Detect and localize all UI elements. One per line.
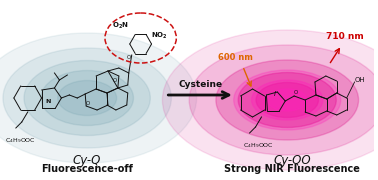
Text: Cy-Q: Cy-Q bbox=[73, 154, 101, 167]
Text: I: I bbox=[274, 91, 276, 97]
Text: $\mathregular{C_4H_9OOC}$: $\mathregular{C_4H_9OOC}$ bbox=[5, 136, 36, 145]
Ellipse shape bbox=[189, 45, 378, 155]
Ellipse shape bbox=[252, 80, 323, 120]
Text: $\mathregular{O_2N}$: $\mathregular{O_2N}$ bbox=[112, 21, 129, 31]
Text: 710 nm: 710 nm bbox=[326, 31, 364, 40]
Text: OH: OH bbox=[355, 77, 365, 83]
Ellipse shape bbox=[163, 30, 378, 170]
Ellipse shape bbox=[216, 60, 359, 140]
Text: N: N bbox=[46, 98, 51, 104]
Text: 600 nm: 600 nm bbox=[218, 53, 253, 62]
Text: $\mathregular{C_4H_9OOC}$: $\mathregular{C_4H_9OOC}$ bbox=[243, 141, 274, 150]
Text: O: O bbox=[113, 78, 117, 82]
Ellipse shape bbox=[41, 71, 133, 125]
Text: O: O bbox=[294, 89, 298, 94]
Text: Cy-QO: Cy-QO bbox=[273, 154, 311, 167]
Text: $\mathregular{NO_2}$: $\mathregular{NO_2}$ bbox=[151, 31, 168, 41]
Text: O: O bbox=[127, 55, 131, 60]
Text: Fluorescence-off: Fluorescence-off bbox=[41, 164, 133, 174]
Ellipse shape bbox=[0, 33, 197, 163]
Ellipse shape bbox=[256, 82, 318, 118]
Ellipse shape bbox=[3, 48, 171, 148]
Ellipse shape bbox=[58, 80, 117, 116]
Text: O: O bbox=[86, 100, 90, 105]
Ellipse shape bbox=[234, 70, 341, 130]
Ellipse shape bbox=[24, 60, 150, 136]
Ellipse shape bbox=[238, 73, 336, 127]
Text: Strong NIR Fluorescence: Strong NIR Fluorescence bbox=[224, 164, 360, 174]
Text: Cysteine: Cysteine bbox=[178, 80, 222, 89]
Ellipse shape bbox=[268, 89, 307, 111]
